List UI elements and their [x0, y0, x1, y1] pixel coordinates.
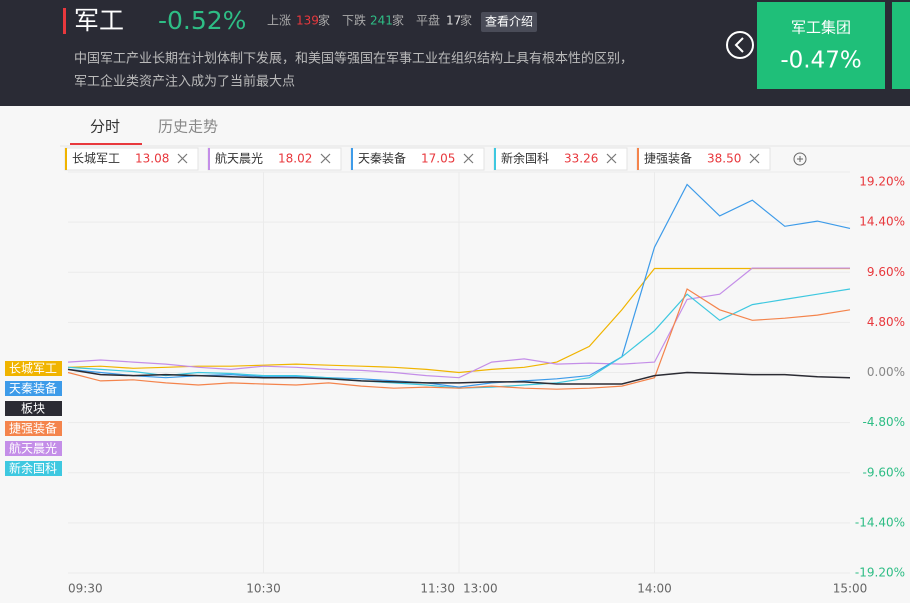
- side-label-bg: [5, 441, 62, 456]
- tab-active[interactable]: 分时: [90, 118, 120, 136]
- add-icon[interactable]: [797, 156, 803, 162]
- down-label: 下跌: [342, 13, 366, 28]
- legend-close[interactable]: [463, 153, 474, 164]
- x-tick-label: 14:00: [637, 582, 672, 596]
- legend-name: 航天晨光: [215, 151, 263, 166]
- side-label: 板块: [21, 402, 45, 416]
- legend-swatch: [351, 148, 353, 170]
- legend-swatch: [208, 148, 210, 170]
- down-count: 241: [370, 14, 393, 28]
- legend-name: 天秦装备: [358, 152, 406, 166]
- series-line: [67, 288, 851, 390]
- y-tick-label: 14.40%: [859, 215, 905, 229]
- legend-close[interactable]: [606, 153, 617, 164]
- legend-price: 18.02: [278, 152, 312, 166]
- tab-underline: [70, 143, 142, 145]
- series-line: [67, 267, 850, 379]
- legend-price: 33.26: [564, 152, 598, 166]
- card-change[interactable]: -0.47%: [780, 48, 861, 74]
- flat-count: 17: [446, 14, 461, 28]
- y-tick-label: 9.60%: [867, 265, 905, 279]
- prev-button[interactable]: [726, 31, 754, 59]
- y-tick-label: 4.80%: [867, 315, 905, 329]
- card[interactable]: [757, 2, 885, 89]
- x-tick-label: 13:00: [463, 582, 498, 596]
- series-line: [67, 267, 850, 374]
- legend-name: 长城军工: [72, 152, 120, 166]
- card-next[interactable]: [892, 2, 910, 89]
- side-label: 长城军工: [9, 362, 57, 376]
- legend-close[interactable]: [749, 153, 760, 164]
- side-label: 新余国科: [9, 461, 57, 476]
- description: 中国军工产业长期在计划体制下发展，和美国等强国在军事工业在组织结构上具有根本性的…: [74, 51, 633, 67]
- up-label: 上涨: [267, 13, 291, 28]
- legend-swatch: [494, 148, 496, 170]
- side-label: 天秦装备: [9, 382, 57, 396]
- title: 军工: [74, 6, 124, 35]
- series-line: [67, 368, 851, 385]
- x-tick-label: 15:00: [833, 582, 868, 596]
- up-count: 139: [296, 14, 319, 28]
- add-button[interactable]: [793, 152, 807, 166]
- side-label-bg: [5, 461, 62, 476]
- legend-price: 38.50: [707, 152, 741, 166]
- y-tick-label: -9.60%: [863, 465, 905, 479]
- description: 军工企业类资产注入成为了当前最大点: [74, 74, 295, 90]
- legend-swatch: [65, 148, 67, 170]
- legend-swatch: [637, 148, 639, 170]
- down-unit: 家: [392, 13, 404, 28]
- side-label-bg: [5, 381, 62, 396]
- intro-button-label[interactable]: 查看介绍: [485, 15, 533, 29]
- side-label-bg: [5, 421, 62, 436]
- side-label-bg: [5, 401, 62, 416]
- prev-arrow[interactable]: [734, 37, 744, 53]
- legend-price: 13.08: [135, 152, 169, 166]
- y-tick-label: -4.80%: [863, 415, 905, 429]
- flat-unit: 家: [460, 13, 472, 28]
- side-label: 捷强装备: [9, 422, 57, 436]
- x-tick-label: 11:30: [420, 582, 455, 596]
- x-tick-label: 09:30: [68, 582, 103, 596]
- intro-button[interactable]: [481, 12, 537, 32]
- legend-close[interactable]: [177, 153, 188, 164]
- y-tick-label: 0.00%: [867, 365, 905, 379]
- tab[interactable]: 历史走势: [158, 118, 218, 136]
- y-tick-label: -19.20%: [855, 566, 905, 580]
- side-label-bg: [5, 361, 62, 376]
- y-tick-label: 19.20%: [859, 175, 905, 189]
- flat-label: 平盘: [416, 13, 440, 28]
- change: -0.52%: [158, 6, 246, 35]
- legend-price: 17.05: [421, 152, 455, 166]
- y-tick-label: -14.40%: [855, 515, 905, 529]
- side-label: 航天晨光: [9, 441, 57, 456]
- title-bar: [63, 8, 66, 34]
- legend-close[interactable]: [320, 153, 331, 164]
- up-unit: 家: [318, 13, 330, 28]
- legend-name: 捷强装备: [644, 152, 692, 166]
- legend-name: 新余国科: [501, 151, 549, 166]
- card-name[interactable]: 军工集团: [791, 19, 851, 37]
- x-tick-label: 10:30: [246, 582, 281, 596]
